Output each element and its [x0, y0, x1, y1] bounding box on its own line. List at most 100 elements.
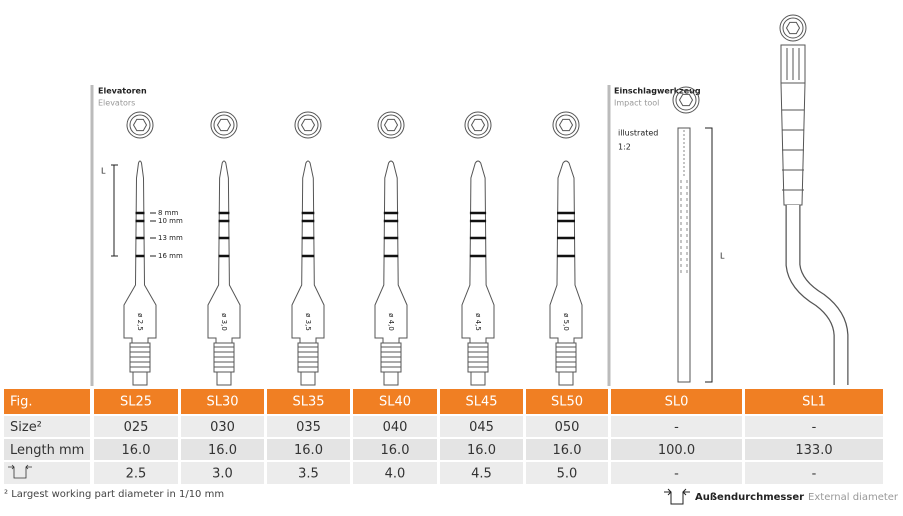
diameter: ø 4,0 — [387, 313, 395, 331]
cell-text: 025 — [124, 420, 149, 435]
header-cell — [353, 389, 437, 414]
cell — [353, 416, 437, 437]
instrument — [677, 127, 691, 383]
nut — [383, 118, 399, 132]
header-cell — [526, 389, 608, 414]
cell — [4, 462, 90, 484]
cell — [353, 462, 437, 484]
legend-en: External diameter — [808, 492, 899, 503]
cell-text: 5.0 — [557, 467, 578, 482]
instrument — [132, 371, 148, 386]
nut — [377, 111, 405, 139]
instrument — [461, 160, 495, 344]
depth-label: 16 mm — [158, 252, 183, 260]
nut — [216, 118, 232, 132]
length-label: L — [101, 167, 106, 176]
instrument — [383, 371, 399, 386]
cell-text: 3.0 — [212, 467, 233, 482]
legend-icon — [664, 488, 690, 505]
cell — [611, 462, 742, 484]
nut — [782, 17, 804, 39]
cell-text: 16.0 — [208, 443, 237, 458]
diameter: ø 3,5 — [304, 313, 312, 331]
cell — [611, 416, 742, 437]
scale-note: illustrated — [618, 129, 658, 138]
nut — [785, 21, 801, 35]
header-text: SL25 — [120, 395, 152, 410]
cell — [267, 416, 350, 437]
bracket — [111, 164, 118, 257]
row-label: Size² — [10, 420, 42, 435]
header-cell — [267, 389, 350, 414]
cell-text: 030 — [210, 420, 235, 435]
diameter: ø 4,5 — [474, 313, 482, 331]
diameter: ø 2,5 — [136, 313, 144, 331]
cell — [94, 416, 178, 437]
instrument — [558, 371, 574, 386]
header-text: SL45 — [465, 395, 497, 410]
nut — [555, 114, 577, 136]
instrument — [470, 371, 486, 386]
instrument — [123, 160, 157, 344]
nut — [672, 86, 700, 114]
legend: Außendurchmesser External diameter — [695, 492, 899, 503]
bracket — [705, 127, 713, 383]
cell — [440, 416, 523, 437]
cell-text: 035 — [296, 420, 321, 435]
cell — [745, 416, 883, 437]
nut — [297, 114, 319, 136]
cell-text: - — [812, 420, 817, 435]
section-title: Elevatoren — [98, 87, 147, 96]
header-text: SL40 — [379, 395, 411, 410]
section-title: Einschlagwerkzeug — [614, 87, 701, 96]
cell-text: 16.0 — [294, 443, 323, 458]
section-subtitle: Impact tool — [614, 99, 659, 108]
cell — [526, 462, 608, 484]
instrument — [780, 82, 806, 206]
cell — [440, 462, 523, 484]
nut — [675, 89, 697, 111]
nut — [464, 111, 492, 139]
row-label: Length mm — [10, 443, 84, 458]
cell-text: 133.0 — [795, 443, 832, 458]
nut — [779, 14, 807, 42]
header-cell — [745, 389, 883, 414]
cell — [353, 439, 437, 460]
header-cell — [94, 389, 178, 414]
header-text: Fig. — [10, 395, 33, 410]
instrument — [291, 160, 325, 344]
footnote: ² Largest working part diameter in 1/10 … — [4, 489, 224, 500]
cell-text: 2.5 — [126, 467, 147, 482]
cell — [4, 439, 90, 460]
instrument — [300, 371, 316, 386]
cell-text: 045 — [469, 420, 494, 435]
cell-text: 050 — [555, 420, 580, 435]
cell — [440, 439, 523, 460]
cell — [4, 416, 90, 437]
cell-text: 3.5 — [298, 467, 319, 482]
header-text: SL50 — [551, 395, 583, 410]
nut — [126, 111, 154, 139]
nut — [210, 111, 238, 139]
nut — [552, 111, 580, 139]
cell-text: 16.0 — [467, 443, 496, 458]
section-subtitle: Elevators — [98, 99, 135, 108]
cell-text: 4.0 — [385, 467, 406, 482]
cell — [611, 439, 742, 460]
scale: 1:2 — [618, 143, 631, 152]
cell-text: - — [812, 467, 817, 482]
instrument — [549, 160, 583, 344]
cell-text: 4.5 — [471, 467, 492, 482]
nut — [213, 114, 235, 136]
cell — [94, 439, 178, 460]
header-text: SL0 — [665, 395, 689, 410]
cell — [267, 462, 350, 484]
cell — [526, 416, 608, 437]
header-text: SL30 — [206, 395, 238, 410]
cell-text: 16.0 — [122, 443, 151, 458]
cell — [181, 462, 264, 484]
nut — [678, 93, 694, 107]
nut — [132, 118, 148, 132]
cell-text: 16.0 — [381, 443, 410, 458]
